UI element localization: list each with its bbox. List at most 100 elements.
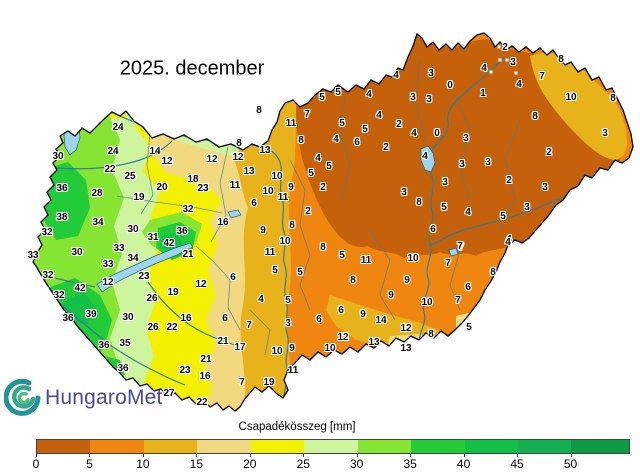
station-value-label: 10: [407, 253, 419, 264]
legend-tick-label: 15: [189, 457, 204, 471]
station-value-label: 0: [447, 80, 453, 91]
station-value-label: 8: [490, 267, 496, 278]
station-value-label: 13: [368, 337, 380, 348]
station-value-label: 2: [305, 206, 311, 217]
station-value-label: 26: [146, 293, 158, 304]
station-value-label: 5: [466, 322, 472, 333]
station-value-label: 7: [246, 320, 252, 331]
station-value-label: 8: [610, 93, 616, 104]
station-value-label: 32: [53, 290, 65, 301]
station-value-label: 8: [428, 329, 434, 340]
missing-data-dot: [505, 58, 509, 62]
station-value-label: 36: [117, 363, 129, 374]
legend-segment: [357, 440, 412, 453]
station-value-label: 32: [182, 204, 194, 215]
station-value-label: 32: [42, 270, 54, 281]
lake-velence: [227, 209, 242, 219]
legend-tick-label: 40: [456, 457, 471, 471]
station-value-label: 34: [127, 253, 139, 264]
station-value-label: 5: [500, 211, 506, 222]
rivers: [39, 56, 632, 399]
legend-tick-label: 25: [296, 457, 310, 471]
station-value-label: 8: [289, 220, 295, 231]
station-value-label: 6: [465, 282, 471, 293]
station-value-label: 4: [465, 207, 471, 218]
station-value-label: 3: [510, 57, 516, 68]
station-value-label: 21: [217, 336, 229, 347]
station-value-label: 6: [230, 272, 236, 283]
station-value-label: 24: [112, 122, 124, 133]
station-value-label: 24: [107, 146, 119, 157]
station-value-label: 26: [147, 322, 159, 333]
station-value-label: 8: [256, 105, 262, 116]
missing-data-dot: [498, 58, 502, 62]
station-value-label: 3: [285, 318, 291, 329]
fill-ne-corner: [530, 53, 627, 160]
missing-data-dot: [514, 71, 518, 75]
station-value-label: 2: [546, 147, 552, 158]
legend-tick-label: 20: [243, 457, 257, 471]
station-value-label: 11: [229, 180, 241, 191]
station-value-label: 4: [376, 110, 382, 121]
station-value-label: 8: [320, 242, 326, 253]
station-value-label: 36: [62, 313, 74, 324]
station-value-label: 8: [558, 54, 564, 65]
station-value-label: 3: [442, 177, 448, 188]
station-value-label: 36: [98, 340, 110, 351]
station-value-label: 7: [539, 71, 545, 82]
station-value-label: 10: [565, 92, 577, 103]
station-value-label: 2: [320, 182, 326, 193]
station-value-label: 42: [74, 283, 86, 294]
station-value-label: 23: [179, 365, 191, 376]
station-value-label: 5: [335, 87, 341, 98]
station-value-label: 18: [187, 174, 199, 185]
station-value-label: 5: [441, 202, 447, 213]
station-value-label: 5: [308, 168, 314, 179]
station-value-label: 3: [524, 202, 530, 213]
station-value-label: 5: [319, 92, 325, 103]
legend-segment: [571, 440, 629, 453]
station-value-label: 19: [167, 287, 179, 298]
station-value-label: 4: [333, 134, 339, 145]
station-value-label: 19: [263, 377, 275, 388]
station-value-label: 13: [243, 166, 255, 177]
station-value-label: 4: [505, 237, 511, 248]
station-value-label: 27: [163, 388, 175, 399]
station-value-label: 3: [542, 182, 548, 193]
station-value-label: 13: [259, 145, 271, 156]
station-value-label: 22: [166, 322, 178, 333]
station-value-label: 6: [222, 313, 228, 324]
station-value-label: 8: [298, 135, 304, 146]
legend-tick-label: 30: [350, 457, 364, 471]
station-value-label: 9: [404, 275, 410, 286]
station-value-label: 4: [422, 151, 428, 162]
station-value-label: 12: [232, 152, 244, 163]
station-value-label: 42: [163, 238, 175, 249]
station-value-label: 5: [272, 265, 278, 276]
station-value-label: 11: [264, 247, 276, 258]
station-value-label: 31: [147, 232, 159, 243]
missing-data-dot: [489, 70, 493, 74]
legend-segment: [90, 440, 144, 453]
legend-segment: [143, 440, 198, 453]
station-value-label: 9: [260, 225, 266, 236]
station-value-label: 12: [195, 279, 207, 290]
station-value-label: 7: [239, 377, 245, 388]
lake-small-se: [448, 247, 459, 257]
station-value-label: 5: [326, 161, 332, 172]
lake-tisza: [420, 145, 436, 173]
station-value-label: 28: [91, 188, 103, 199]
legend-tick-mark: [249, 453, 251, 457]
station-value-label: 2: [383, 142, 389, 153]
station-value-label: 5: [285, 295, 291, 306]
legend-tick-mark: [142, 453, 144, 457]
legend-segment: [517, 440, 572, 453]
station-value-label: 4: [481, 63, 487, 74]
station-value-label: 7: [455, 295, 461, 306]
station-value-label: 7: [457, 241, 463, 252]
station-value-label: 14: [375, 315, 387, 326]
station-value-label: 23: [138, 271, 150, 282]
station-value-label: 7: [304, 109, 310, 120]
legend-tick-mark: [570, 453, 572, 457]
logo-text: HungaroMet: [45, 386, 163, 409]
